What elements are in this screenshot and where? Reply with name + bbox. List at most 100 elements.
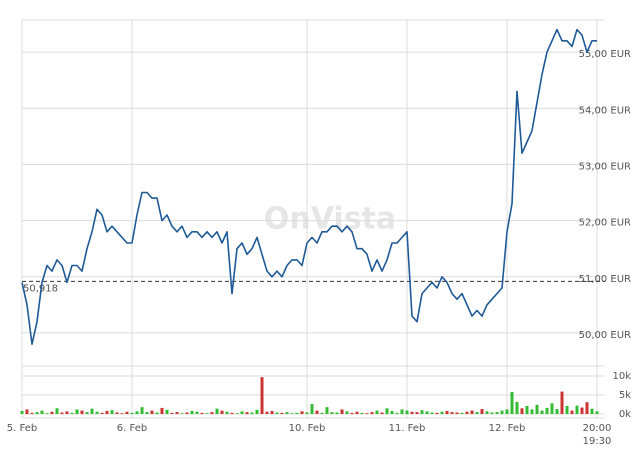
volume-bar <box>115 412 119 414</box>
price-line <box>21 28 597 345</box>
volume-bar <box>585 402 589 414</box>
volume-bar <box>255 409 259 414</box>
volume-bar <box>100 412 104 414</box>
volume-bar <box>310 404 314 414</box>
volume-bar <box>25 409 29 414</box>
volume-bar <box>595 411 599 414</box>
x-tick-label: 6. Feb <box>117 423 147 434</box>
volume-bar <box>40 410 44 414</box>
volume-bar <box>260 377 264 414</box>
volume-bar <box>225 411 229 414</box>
volume-bar <box>350 412 354 414</box>
volume-bar <box>480 409 484 414</box>
volume-bar <box>60 412 64 414</box>
volume-bar <box>570 410 574 414</box>
volume-bar <box>210 412 214 414</box>
volume-bar <box>20 410 24 414</box>
y-tick-label: 51,00 EUR <box>579 274 631 285</box>
volume-bar <box>500 410 504 414</box>
volume-bar <box>305 412 309 414</box>
x-tick-label: 12. Feb <box>489 423 526 434</box>
y-tick-label: 54,00 EUR <box>579 105 631 116</box>
volume-bar <box>285 412 289 414</box>
x-tick-label: 10. Feb <box>289 423 326 434</box>
volume-bar <box>30 412 34 414</box>
volume-bar <box>125 411 129 414</box>
x-tick-label: 11. Feb <box>389 423 426 434</box>
volume-bar <box>405 410 409 414</box>
volume-bar <box>300 411 304 414</box>
y-tick-label: 55,00 EUR <box>579 49 631 60</box>
volume-bar <box>395 412 399 414</box>
volume-bar <box>535 404 539 414</box>
volume-bar <box>505 409 509 414</box>
volume-bar <box>80 410 84 414</box>
volume-bar <box>510 391 514 414</box>
volume-bar <box>390 410 394 414</box>
volume-bar <box>370 412 374 414</box>
volume-bar <box>280 412 284 414</box>
volume-bar <box>205 413 209 414</box>
volume-bar <box>250 412 254 414</box>
x-tick-label: 5. Feb <box>7 423 37 434</box>
volume-bar <box>345 411 349 414</box>
volume-bar <box>235 413 239 414</box>
volume-bar <box>430 412 434 414</box>
volume-bar <box>325 407 329 414</box>
time-label: 19:30 <box>583 436 612 447</box>
volume-bar <box>590 408 594 414</box>
volume-bar <box>360 412 364 414</box>
volume-bar <box>175 412 179 414</box>
volume-bar <box>65 411 69 414</box>
y-tick-label: 53,00 EUR <box>579 161 631 172</box>
volume-bar <box>160 407 164 414</box>
volume-bar <box>135 411 139 414</box>
volume-bar <box>95 411 99 414</box>
volume-bar <box>385 408 389 414</box>
y-tick-label: 10k <box>612 371 631 382</box>
y-tick-label: 0k <box>619 409 631 420</box>
volume-bar <box>565 406 569 414</box>
volume-bar <box>460 412 464 414</box>
volume-bar <box>75 409 79 414</box>
volume-bar <box>240 411 244 414</box>
volume-bar <box>140 407 144 414</box>
volume-bar <box>270 410 274 414</box>
volume-bar <box>320 412 324 414</box>
volume-bar <box>380 412 384 414</box>
volume-bar <box>440 411 444 414</box>
volume-bar <box>365 413 369 414</box>
volume-bar <box>35 412 39 414</box>
volume-bar <box>145 412 149 414</box>
volume-bar <box>330 412 334 414</box>
volume-bar <box>340 409 344 414</box>
volume-bar <box>230 412 234 414</box>
volume-bar <box>70 412 74 414</box>
volume-bar <box>215 408 219 414</box>
volume-bar <box>85 412 89 414</box>
volume-bar <box>435 412 439 414</box>
volume-bar <box>265 411 269 414</box>
volume-bar <box>520 408 524 414</box>
volume-bar <box>550 403 554 414</box>
volume-bar <box>530 409 534 414</box>
volume-bar <box>335 412 339 414</box>
volume-bar <box>560 391 564 414</box>
volume-bar <box>495 412 499 414</box>
volume-bar <box>200 412 204 414</box>
volume-bar <box>465 411 469 414</box>
volume-bar <box>190 410 194 414</box>
volume-bar <box>90 408 94 414</box>
volume-bar <box>180 413 184 414</box>
volume-bar <box>545 407 549 414</box>
volume-bar <box>540 410 544 414</box>
volume-bar <box>290 413 294 414</box>
volume-bar <box>50 411 54 414</box>
volume-bar <box>410 411 414 414</box>
volume-bar <box>185 412 189 414</box>
volume-bar <box>555 409 559 414</box>
volume-bar <box>165 409 169 414</box>
volume-bar <box>400 409 404 414</box>
